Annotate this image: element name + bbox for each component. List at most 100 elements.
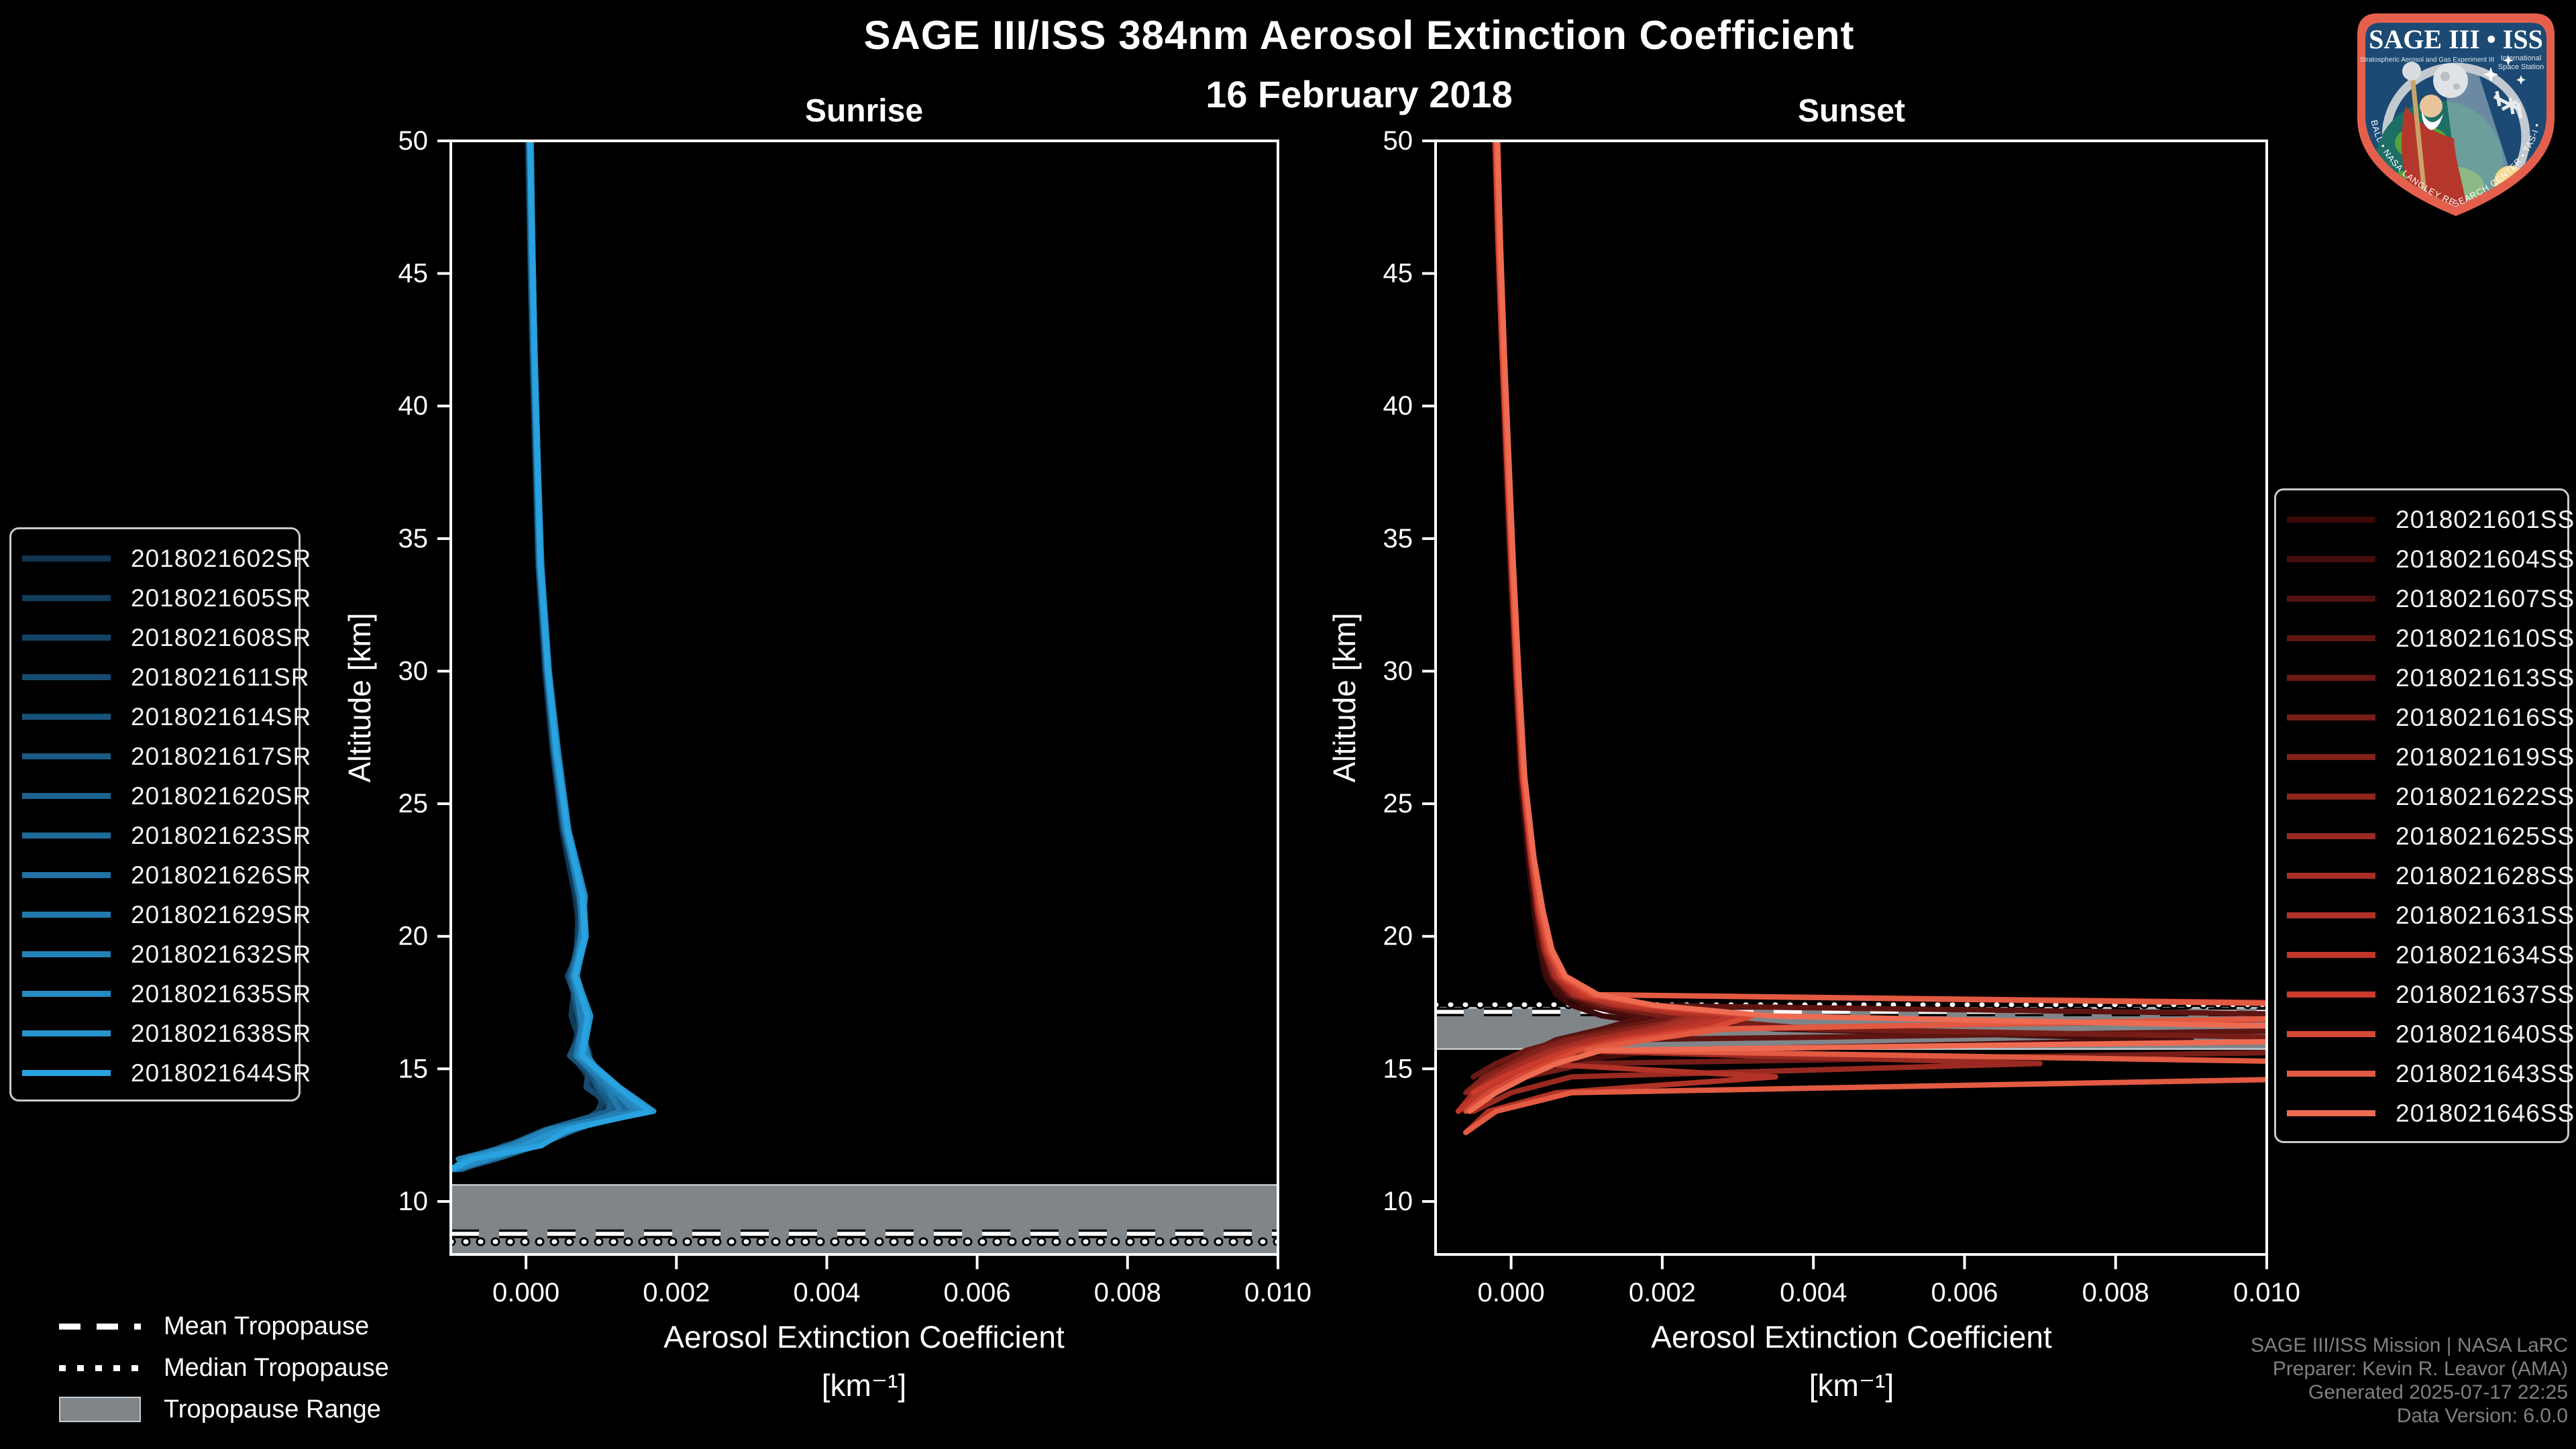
- x-tick-label: 0.010: [2233, 1278, 2300, 1307]
- sunset-y-axis-label: Altitude [km]: [1327, 612, 1362, 783]
- legend-line-swatch: [2287, 794, 2375, 800]
- legend-line-swatch: [22, 872, 111, 878]
- sunrise-x-axis-label: Aerosol Extinction Coefficient: [663, 1320, 1065, 1354]
- sunrise-x-axis-units: [km⁻¹]: [821, 1368, 907, 1403]
- legend-item: 2018021640SS: [2287, 1014, 2574, 1054]
- y-tick-label: 40: [1383, 391, 1413, 421]
- y-tick-label: 25: [398, 789, 429, 818]
- legend-line-swatch: [2287, 714, 2375, 720]
- legend-item: 2018021646SS: [2287, 1093, 2574, 1133]
- legend-item: 2018021634SS: [2287, 935, 2574, 975]
- legend-line-swatch: [22, 753, 111, 759]
- logo-moon: [2433, 63, 2468, 98]
- logo-moon-crater: [2453, 83, 2460, 90]
- legend-item: 2018021635SR: [22, 974, 311, 1014]
- logo-subtitle-right-2: Space Station: [2498, 63, 2544, 71]
- legend-label: 2018021628SS: [2396, 861, 2575, 890]
- legend-line-swatch: [22, 951, 111, 957]
- legend-label: 2018021623SR: [131, 821, 312, 849]
- profile-line-2018021607SS: [1478, 141, 1650, 1080]
- y-tick-label: 35: [398, 524, 429, 553]
- legend-line-swatch: [22, 1030, 111, 1036]
- legend-item-mean-tropopause: Mean Tropopause: [59, 1305, 389, 1347]
- legend-label: 2018021611SR: [131, 663, 310, 691]
- legend-line-swatch: [2287, 912, 2375, 918]
- y-tick-label: 50: [1383, 126, 1413, 156]
- legend-item: 2018021617SR: [22, 737, 311, 776]
- date-subtitle: 16 February 2018: [1205, 73, 1513, 115]
- legend-line-swatch: [2287, 517, 2375, 523]
- legend-label: 2018021616SS: [2396, 703, 2575, 731]
- footer-preparer: Preparer: Kevin R. Leavor (AMA): [2272, 1358, 2568, 1380]
- tropopause-legend: Mean Tropopause Median Tropopause Tropop…: [59, 1305, 389, 1430]
- x-tick-label: 0.000: [1478, 1278, 1545, 1307]
- legend-label: 2018021640SS: [2396, 1020, 2575, 1048]
- x-tick-label: 0.008: [1094, 1278, 1161, 1307]
- x-tick-label: 0.010: [1244, 1278, 1311, 1307]
- footer-credits: SAGE III/ISS Mission | NASA LaRC Prepare…: [2251, 1334, 2568, 1428]
- legend-line-swatch: [22, 635, 111, 641]
- legend-item: 2018021632SR: [22, 934, 311, 974]
- legend-item: 2018021629SR: [22, 895, 311, 934]
- y-tick-label: 30: [398, 657, 429, 686]
- y-tick-label: 25: [1383, 789, 1413, 818]
- logo-title: SAGE III • ISS: [2369, 24, 2543, 54]
- legend-line-swatch: [2287, 1110, 2375, 1116]
- legend-item: 2018021611SR: [22, 657, 309, 697]
- profile-line-2018021604SS: [1470, 141, 2194, 1095]
- legend-item: 2018021601SS: [2287, 500, 2574, 539]
- sunrise-panel-title: Sunrise: [804, 93, 924, 129]
- sunrise-event-legend: 2018021602SR 2018021605SR 2018021608SR 2018…: [9, 527, 311, 1102]
- profile-line-2018021628SS: [1455, 141, 1703, 1114]
- legend-label: 2018021638SR: [131, 1019, 312, 1047]
- legend-label: 2018021635SR: [131, 979, 312, 1008]
- legend-label: 2018021620SR: [131, 782, 312, 810]
- footer-data-version: Data Version: 6.0.0: [2396, 1405, 2568, 1427]
- y-tick-label: 20: [398, 922, 429, 951]
- legend-item-median-tropopause: Median Tropopause: [59, 1347, 389, 1389]
- legend-item: 2018021620SR: [22, 776, 311, 816]
- legend-label: 2018021631SS: [2396, 901, 2575, 929]
- legend-label: 2018021625SS: [2396, 822, 2575, 850]
- sunrise-plot-area: [451, 141, 1278, 1254]
- x-tick-label: 0.002: [643, 1278, 710, 1307]
- logo-subtitle-right-1: International: [2501, 54, 2542, 62]
- x-tick-label: 0.006: [944, 1278, 1011, 1307]
- legend-line-swatch: [22, 912, 111, 918]
- legend-label: 2018021646SS: [2396, 1099, 2575, 1127]
- sunset-x-axis-units: [km⁻¹]: [1809, 1368, 1894, 1403]
- legend-label: Median Tropopause: [164, 1353, 389, 1382]
- legend-label: 2018021632SR: [131, 940, 312, 968]
- legend-label: 2018021614SR: [131, 702, 312, 731]
- y-tick-label: 50: [398, 126, 429, 156]
- dotted-line-icon: [59, 1364, 141, 1371]
- logo-stars: [2483, 55, 2526, 85]
- legend-label: 2018021617SR: [131, 742, 312, 770]
- y-tick-label: 45: [1383, 259, 1413, 288]
- profile-line-2018021638SR: [451, 141, 657, 1173]
- legend-label: 2018021644SR: [131, 1059, 312, 1087]
- logo-sage-beard: [2422, 111, 2443, 130]
- legend-label: 2018021622SS: [2396, 782, 2575, 810]
- logo-staff: [2410, 74, 2428, 206]
- legend-item-tropopause-range: Tropopause Range: [59, 1389, 389, 1430]
- legend-label: 2018021601SS: [2396, 505, 2575, 533]
- legend-line-swatch: [22, 793, 111, 799]
- legend-line-swatch: [22, 674, 111, 680]
- legend-label: 2018021607SS: [2396, 584, 2575, 612]
- logo-iss: [2493, 91, 2523, 119]
- legend-item: 2018021608SR: [22, 618, 311, 657]
- x-tick-label: 0.008: [2082, 1278, 2149, 1307]
- legend-item: 2018021628SS: [2287, 856, 2574, 896]
- legend-label: 2018021643SS: [2396, 1059, 2575, 1087]
- y-tick-label: 10: [398, 1187, 429, 1216]
- legend-item: 2018021614SR: [22, 697, 311, 737]
- legend-line-swatch: [2287, 1071, 2375, 1077]
- dashed-line-icon: [59, 1323, 141, 1330]
- legend-item: 2018021644SR: [22, 1053, 311, 1093]
- legend-line-swatch: [2287, 991, 2375, 998]
- legend-line-swatch: [2287, 833, 2375, 839]
- sunset-plot-area: [1436, 141, 2267, 1136]
- sunset-panel-title: Sunset: [1797, 93, 1906, 129]
